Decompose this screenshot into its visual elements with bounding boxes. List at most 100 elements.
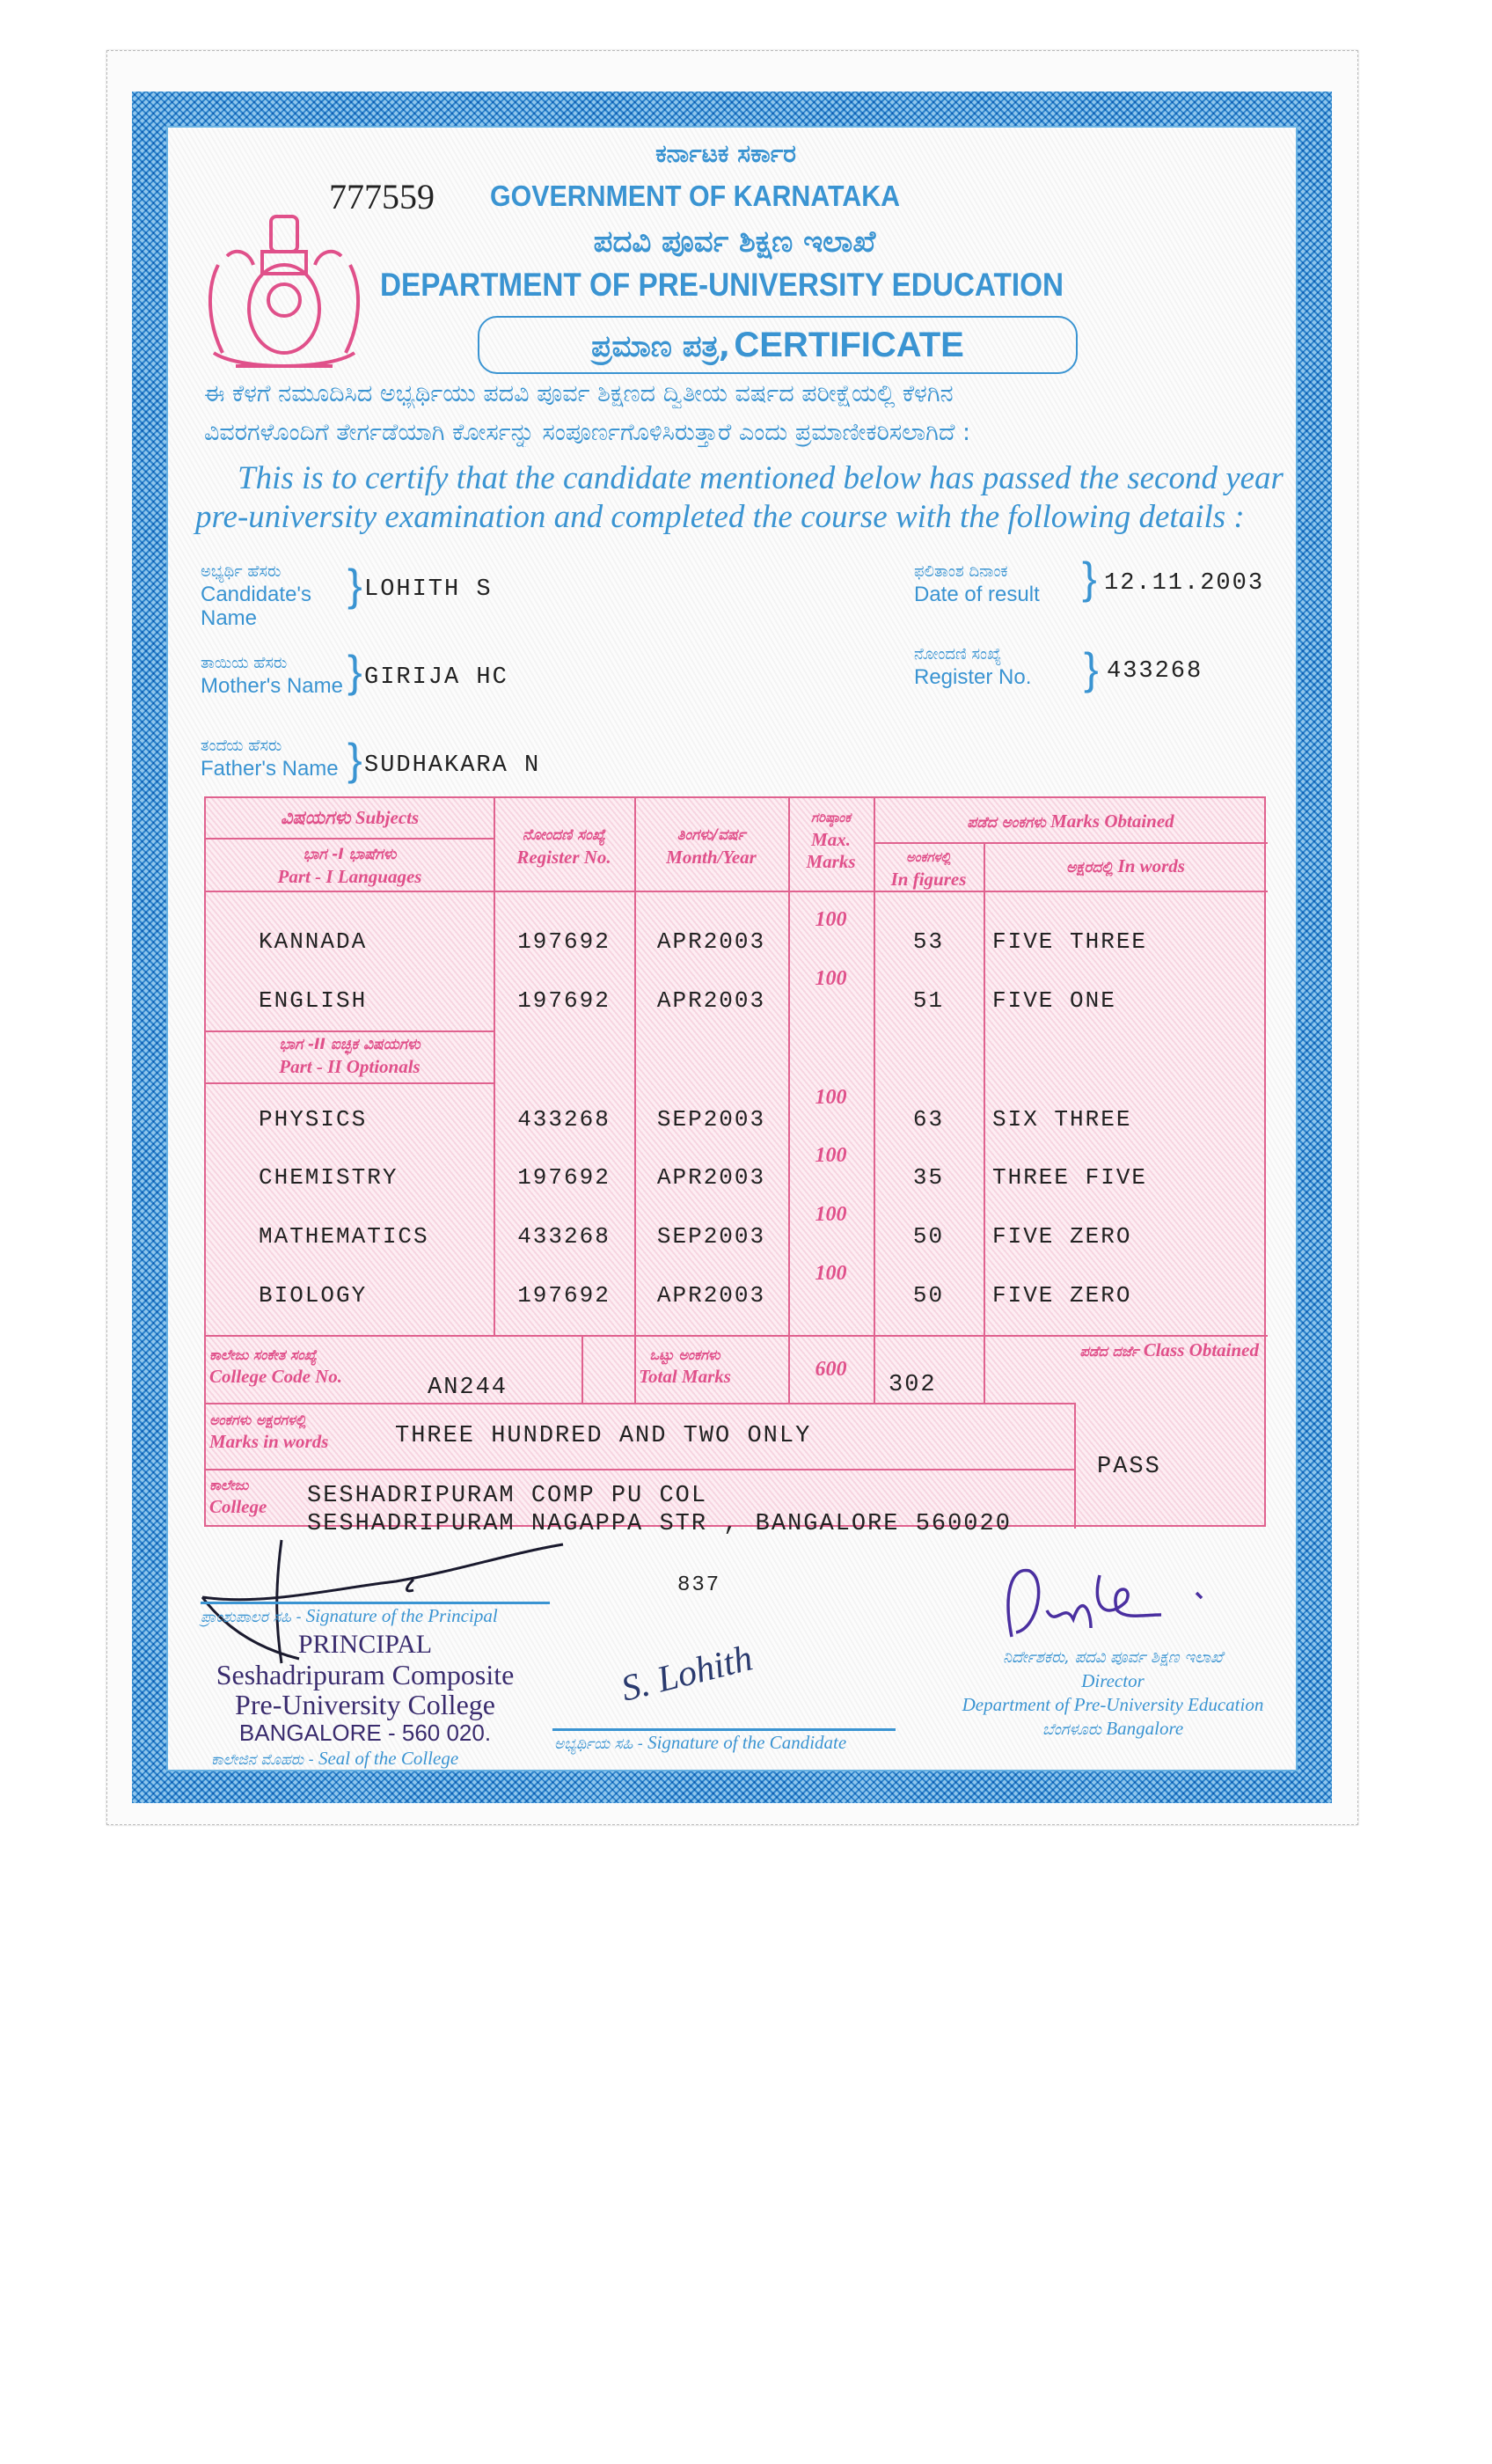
class-obtained-value: PASS xyxy=(1097,1454,1161,1480)
stamp-line: PRINCIPAL xyxy=(297,1630,433,1659)
statement-kannada-2: ವಿವರಗಳೊಂದಿಗೆ ತೇರ್ಗಡೆಯಾಗಿ ಕೋರ್ಸನ್ನು ಸಂಪೂರ… xyxy=(204,419,971,446)
principal-signature-icon xyxy=(201,1539,564,1664)
header-part1: ಭಾಗ -I ಭಾಷೆಗಳು Part - I Languages xyxy=(277,846,422,887)
director-title-kannada: ನಿರ್ದೇಶಕರು, ಪದವಿ ಪೂರ್ವ ಶಿಕ್ಷಣ ಇಲಾಖೆ xyxy=(1003,1648,1223,1667)
subject-marks-figures: 53 xyxy=(912,928,945,955)
date-of-result-label-english: Date of result xyxy=(914,583,1040,606)
subject-max-marks: 100 xyxy=(815,908,847,931)
register-no-label-kannada: ನೋಂದಣಿ ಸಂಖ್ಯೆ xyxy=(914,645,1002,664)
certificate-title-kannada: ಪ್ರಮಾಣ ಪತ್ರ, xyxy=(591,329,730,364)
brace-icon: } xyxy=(347,735,362,784)
subject-month-year: SEP2003 xyxy=(656,1223,766,1250)
date-of-result-value: 12.11.2003 xyxy=(1104,570,1265,597)
father-name-label-english: Father's Name xyxy=(201,757,339,781)
father-name-label-kannada: ತಂದೆಯ ಹೆಸರು xyxy=(201,737,282,755)
certificate-title-box: ಪ್ರಮಾಣ ಪತ್ರ, CERTIFICATE xyxy=(478,316,1078,374)
principal-signature-label: ಪ್ರಾಂಶುಪಾಲರ ಸಹಿ - Signature of the Princ… xyxy=(201,1605,498,1626)
register-no-label: ನೋಂದಣಿ ಸಂಖ್ಯೆ Register No. xyxy=(914,644,1077,689)
subject-register-no: 197692 xyxy=(517,928,611,955)
candidate-name-value: LOHITH S xyxy=(364,576,493,603)
register-no-label-english: Register No. xyxy=(914,665,1032,689)
karnataka-emblem-icon xyxy=(208,215,360,368)
stamp-line: Seshadripuram Composite xyxy=(216,1659,515,1690)
subject-marks-words: FIVE ZERO xyxy=(992,1223,1132,1250)
header-subjects: ವಿಷಯಗಳು Subjects xyxy=(280,807,420,828)
mother-name-label-kannada: ತಾಯಿಯ ಹೆಸರು xyxy=(201,654,288,672)
brace-icon: } xyxy=(347,561,362,610)
header-register-no: ನೋಂದಣಿ ಸಂಖ್ಯೆ Register No. xyxy=(516,826,611,868)
subject-marks-words: SIX THREE xyxy=(992,1106,1132,1133)
subject-marks-figures: 50 xyxy=(912,1223,945,1250)
header-max-marks: ಗರಿಷ್ಠಾಂಕ Max. Marks xyxy=(806,810,856,872)
subject-register-no: 433268 xyxy=(517,1223,611,1250)
director-title: Director xyxy=(1081,1670,1145,1691)
marks-in-words-label: ಅಂಕಗಳು ಅಕ್ಷರಗಳಲ್ಲಿ Marks in words xyxy=(209,1412,329,1452)
subject-register-no: 197692 xyxy=(517,1164,611,1191)
director-department: Department of Pre-University Education xyxy=(962,1694,1264,1715)
statement-english-2: pre-university examination and completed… xyxy=(195,499,1245,535)
college-seal-label: ಕಾಲೇಜಿನ ಮೊಹರು - Seal of the College xyxy=(211,1748,459,1769)
subject-register-no: 197692 xyxy=(517,1282,611,1309)
gov-title-kannada: ಕರ್ನಾಟಕ ಸರ್ಕಾರ xyxy=(655,139,796,168)
subject-name: MATHEMATICS xyxy=(259,1223,429,1250)
gov-title: GOVERNMENT OF KARNATAKA xyxy=(490,180,901,212)
header-part2: ಭಾಗ -II ಐಚ್ಛಿಕ ವಿಷಯಗಳು Part - II Optional… xyxy=(279,1036,421,1077)
stamp-line: Pre-University College xyxy=(235,1689,495,1720)
mother-name-value: GIRIJA HC xyxy=(364,664,508,691)
dept-title-kannada: ಪದವಿ ಪೂರ್ವ ಶಿಕ್ಷಣ ಇಲಾಖೆ xyxy=(593,224,876,260)
subject-marks-figures: 51 xyxy=(912,987,945,1014)
subject-marks-words: FIVE ONE xyxy=(992,987,1116,1014)
subject-max-marks: 100 xyxy=(815,1262,847,1285)
candidate-name-label-kannada: ಅಭ್ಯರ್ಥಿ ಹೆಸರು xyxy=(201,562,282,581)
subject-marks-figures: 63 xyxy=(912,1106,945,1133)
certificate-title: CERTIFICATE xyxy=(734,326,964,364)
subject-marks-figures: 35 xyxy=(912,1164,945,1191)
subject-month-year: APR2003 xyxy=(656,987,766,1014)
director-city: ಬೆಂಗಳೂರು Bangalore xyxy=(1042,1718,1184,1739)
subject-max-marks: 100 xyxy=(815,1144,847,1167)
candidate-signature-line xyxy=(552,1728,896,1731)
candidate-signature-label: ಅಭ್ಯರ್ಥಿಯ ಸಹಿ - Signature of the Candida… xyxy=(554,1732,847,1753)
subject-marks-words: THREE FIVE xyxy=(992,1164,1148,1191)
college-name-line1: SESHADRIPURAM COMP PU COL xyxy=(307,1483,708,1509)
class-obtained-label: ಪಡೆದ ದರ್ಜೆ Class Obtained xyxy=(1079,1339,1259,1360)
total-marks-obtained: 302 xyxy=(889,1372,937,1398)
subject-month-year: APR2003 xyxy=(656,1164,766,1191)
header-in-words: ಅಕ್ಷರದಲ್ಲಿ In words xyxy=(1066,855,1185,876)
director-signature-icon xyxy=(1006,1568,1203,1638)
candidate-name-label-english: Candidate's Name xyxy=(201,583,311,630)
subject-marks-words: FIVE THREE xyxy=(992,928,1148,955)
stamp-line: BANGALORE - 560 020. xyxy=(238,1720,492,1746)
register-no-value: 433268 xyxy=(1107,658,1203,685)
subject-register-no: 433268 xyxy=(517,1106,611,1133)
subject-month-year: APR2003 xyxy=(656,1282,766,1309)
candidate-name-label: ಅಭ್ಯರ್ಥಿ ಹೆಸರು Candidate's Name xyxy=(201,561,346,630)
header-month-year: ತಿಂಗಳು/ವರ್ಷ Month/Year xyxy=(666,826,757,868)
subject-month-year: APR2003 xyxy=(656,928,766,955)
code-number: 837 xyxy=(677,1573,721,1597)
father-name-value: SUDHAKARA N xyxy=(364,752,541,779)
marks-table: ವಿಷಯಗಳು Subjects ಭಾಗ -I ಭಾಷೆಗಳು Part - I … xyxy=(204,796,1268,1537)
subject-max-marks: 100 xyxy=(815,1203,847,1226)
dept-title: DEPARTMENT OF PRE-UNIVERSITY EDUCATION xyxy=(380,267,1064,303)
college-label: ಕಾಲೇಜು College xyxy=(209,1477,267,1517)
mother-name-label-english: Mother's Name xyxy=(201,674,343,698)
subject-marks-words: FIVE ZERO xyxy=(992,1282,1132,1309)
subject-name: PHYSICS xyxy=(259,1106,368,1133)
mother-name-label: ತಾಯಿಯ ಹೆಸರು Mother's Name xyxy=(201,653,346,698)
subject-name: KANNADA xyxy=(259,928,368,955)
subject-register-no: 197692 xyxy=(517,987,611,1014)
director-block: ನಿರ್ದೇಶಕರು, ಪದವಿ ಪೂರ್ವ ಶಿಕ್ಷಣ ಇಲಾಖೆ Dire… xyxy=(933,1646,1293,1742)
statement-kannada-1: ಈ ಕೆಳಗೆ ನಮೂದಿಸಿದ ಅಭ್ಯರ್ಥಿಯು ಪದವಿ ಪೂರ್ವ ಶ… xyxy=(204,380,954,407)
father-name-label: ತಂದೆಯ ಹೆಸರು Father's Name xyxy=(201,736,346,781)
serial-number: 777559 xyxy=(329,177,435,216)
header-in-figures: ಅಂಕಗಳಲ್ಲಿ In figures xyxy=(890,849,967,890)
subject-max-marks: 100 xyxy=(815,967,847,990)
statement-english-1: This is to certify that the candidate me… xyxy=(238,460,1284,496)
college-code-value: AN244 xyxy=(428,1375,508,1401)
subject-month-year: SEP2003 xyxy=(656,1106,766,1133)
date-of-result-label: ಫಲಿತಾಂಶ ದಿನಾಂಕ Date of result xyxy=(914,561,1077,606)
principal-signature-line xyxy=(201,1602,550,1604)
total-max-marks: 600 xyxy=(815,1358,847,1381)
college-code-label: ಕಾಲೇಜು ಸಂಕೇತ ಸಂಖ್ಯೆ College Code No. xyxy=(209,1346,343,1387)
